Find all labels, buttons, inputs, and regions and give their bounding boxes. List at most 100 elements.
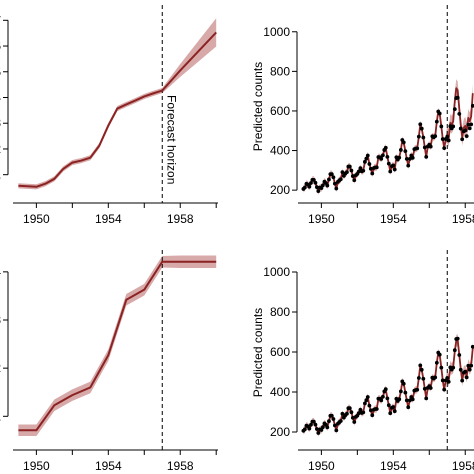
observed-point: [338, 177, 343, 182]
observed-point: [380, 394, 385, 399]
y-tick-label: 4: [0, 265, 1, 279]
observed-point: [455, 95, 460, 100]
observed-point: [327, 177, 331, 182]
observed-point: [446, 379, 451, 384]
x-tick-label: 1954: [380, 212, 407, 226]
observed-point: [364, 156, 369, 161]
observed-point: [397, 155, 402, 160]
observed-point: [434, 360, 439, 365]
observed-point: [452, 107, 457, 112]
observed-point: [457, 353, 462, 357]
observed-point: [406, 163, 411, 168]
y-axis-label: Predicted counts: [251, 62, 265, 151]
observed-point: [365, 395, 370, 399]
observed-point: [386, 161, 391, 166]
observed-point: [398, 389, 403, 394]
observed-point: [338, 419, 343, 423]
observed-point: [466, 363, 471, 368]
observed-point: [464, 134, 469, 138]
observed-point: [347, 406, 352, 411]
observed-point: [367, 403, 372, 408]
observed-point: [440, 137, 445, 141]
observed-point: [316, 189, 321, 194]
x-tick-label: 1954: [95, 459, 122, 473]
observed-point: [385, 396, 390, 401]
observed-point: [422, 386, 427, 391]
x-tick-label: 1958: [452, 212, 474, 226]
observed-point: [415, 146, 420, 151]
observed-point: [364, 398, 369, 403]
observed-point: [345, 411, 349, 416]
observed-point: [403, 149, 408, 154]
y-tick-label: 1000: [263, 265, 290, 279]
observed-point: [309, 422, 313, 427]
observed-point: [455, 336, 460, 341]
observed-point: [469, 122, 474, 127]
observed-point: [401, 140, 406, 145]
observed-point: [352, 420, 357, 424]
y-tick-label: 200: [270, 183, 290, 197]
x-tick-label: 1950: [308, 459, 335, 473]
y-tick-label: 600: [270, 104, 290, 118]
observed-point: [424, 396, 429, 401]
observed-point: [314, 427, 319, 431]
confidence-band: [18, 18, 217, 190]
x-tick-label: 1950: [23, 459, 50, 473]
observed-point: [388, 169, 393, 174]
observed-point: [374, 165, 379, 170]
observed-point: [428, 144, 433, 149]
observed-point: [340, 411, 345, 416]
observed-point: [361, 410, 366, 415]
observed-point: [331, 417, 336, 421]
observed-point: [439, 124, 444, 129]
observed-point: [320, 425, 325, 430]
observed-point: [460, 378, 465, 383]
y-tick-label: 400: [270, 144, 290, 158]
observed-point: [391, 163, 396, 168]
observed-point: [439, 365, 444, 370]
observed-point: [379, 156, 384, 161]
observed-point: [451, 365, 456, 370]
observed-point: [370, 171, 375, 176]
y-axis-label: Predicted counts: [251, 308, 265, 397]
observed-point: [470, 344, 474, 349]
observed-point: [467, 126, 472, 131]
observed-point: [407, 156, 412, 161]
observed-point: [434, 119, 439, 124]
model-line: [18, 31, 217, 188]
observed-point: [370, 413, 375, 418]
observed-point: [367, 162, 372, 166]
x-tick-label: 1950: [308, 212, 335, 226]
observed-point: [329, 172, 334, 176]
annotation: Forecast horizon: [164, 95, 178, 184]
observed-point: [349, 410, 354, 415]
observed-point: [374, 407, 379, 411]
x-tick-label: 1958: [167, 459, 194, 473]
y-tick-label: 7: [0, 13, 1, 27]
observed-point: [313, 180, 318, 185]
observed-point: [410, 397, 415, 402]
observed-point: [451, 124, 456, 129]
observed-point: [347, 164, 352, 169]
observed-point: [331, 175, 336, 180]
observed-point: [421, 135, 426, 140]
observed-point: [332, 181, 337, 186]
observed-point: [388, 411, 393, 416]
observed-point: [352, 178, 357, 183]
observed-point: [316, 431, 321, 435]
observed-point: [302, 427, 307, 432]
x-tick-label: 1950: [23, 212, 50, 226]
observed-point: [458, 367, 463, 372]
observed-point: [437, 352, 442, 357]
observed-point: [391, 405, 396, 409]
observed-point: [329, 413, 334, 418]
observed-point: [442, 146, 447, 151]
observed-point: [345, 170, 349, 175]
observed-point: [467, 367, 472, 372]
observed-point: [334, 428, 339, 433]
y-tick-label: 5: [0, 65, 1, 79]
y-tick-label: 1: [0, 409, 1, 423]
observed-point: [460, 137, 465, 142]
observed-point: [422, 145, 427, 150]
